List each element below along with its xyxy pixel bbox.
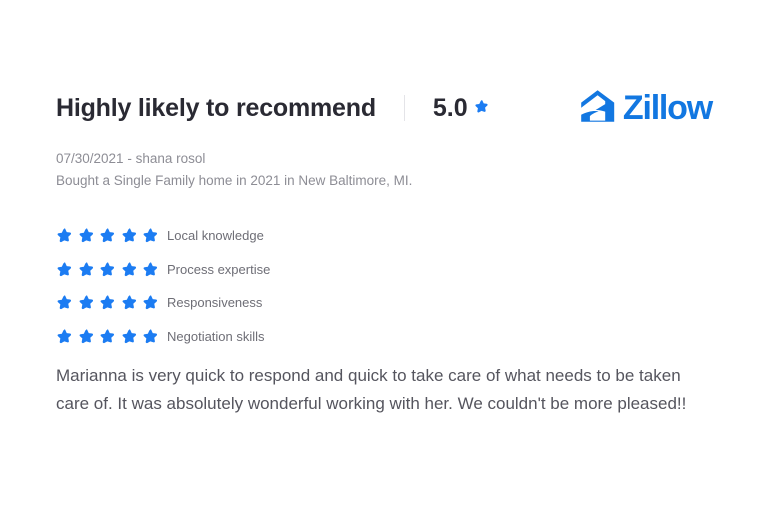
zillow-logo[interactable]: Zillow	[580, 89, 713, 127]
star-icon	[143, 228, 158, 243]
rating-label: Local knowledge	[167, 228, 264, 244]
zillow-wordmark: Zillow	[622, 89, 713, 127]
zillow-house-icon	[580, 89, 616, 127]
star-icon	[57, 228, 72, 243]
star-icon	[79, 228, 93, 243]
star-rating-local-knowledge	[56, 227, 159, 244]
star-rating-process-expertise	[56, 261, 159, 278]
overall-rating-value: 5.0	[432, 93, 468, 122]
star-icon	[474, 99, 489, 119]
rating-row: Responsiveness	[56, 286, 270, 320]
star-icon	[79, 295, 93, 310]
star-icon	[143, 262, 158, 276]
star-icon	[122, 295, 136, 310]
star-icon	[143, 295, 158, 310]
review-meta: 07/30/2021 - shana rosol Bought a Single…	[56, 148, 412, 192]
star-icon	[122, 262, 136, 276]
star-icon	[100, 262, 115, 276]
header-divider	[403, 95, 405, 121]
star-rating-responsiveness	[56, 294, 159, 311]
review-transaction: Bought a Single Family home in 2021 in N…	[56, 173, 413, 188]
rating-label: Responsiveness	[167, 295, 263, 311]
review-body-text: Marianna is very quick to respond and qu…	[56, 366, 687, 413]
page-title: Highly likely to recommend	[56, 93, 376, 122]
star-icon	[100, 228, 115, 243]
star-icon	[79, 329, 93, 343]
star-icon	[143, 329, 158, 343]
star-icon	[57, 262, 72, 276]
overall-rating: 5.0	[432, 93, 489, 122]
review-date-author: 07/30/2021 - shana rosol	[56, 151, 206, 166]
star-icon	[79, 262, 93, 276]
star-rating-negotiation-skills	[56, 328, 159, 345]
rating-label: Negotiation skills	[167, 328, 265, 344]
rating-row: Process expertise	[56, 253, 270, 287]
star-icon	[57, 329, 72, 343]
review-header: Highly likely to recommend 5.0 Zillow	[56, 86, 713, 130]
star-icon	[122, 329, 136, 343]
rating-breakdown: Local knowledge Process expertise Respon…	[56, 219, 270, 353]
rating-row: Local knowledge	[56, 219, 270, 253]
star-icon	[122, 228, 136, 243]
rating-label: Process expertise	[167, 261, 271, 277]
star-icon	[100, 295, 115, 310]
star-icon	[57, 295, 72, 310]
star-icon	[100, 329, 115, 343]
rating-row: Negotiation skills	[56, 320, 270, 354]
